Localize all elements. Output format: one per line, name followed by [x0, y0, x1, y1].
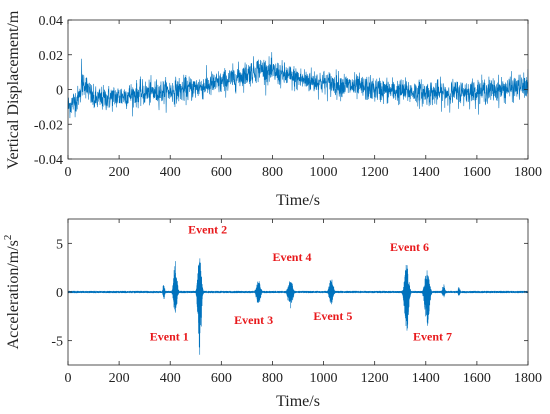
- displacement-x-tick-label: 800: [262, 165, 283, 180]
- acceleration-x-tick-label: 800: [262, 371, 283, 386]
- acceleration-y-tick-label: 5: [56, 237, 63, 252]
- displacement-y-ticks: -0.04 -0.02 0 0.02 0.04: [34, 14, 528, 168]
- displacement-y-tick-label: -0.02: [34, 118, 63, 133]
- displacement-x-tick-label: 400: [160, 165, 181, 180]
- acceleration-panel: 0 200 400 600 800 1000 1200 1400 1600 1800 -5 0 5 E…: [2, 218, 542, 410]
- acceleration-y-tick-label: 0: [56, 286, 63, 301]
- displacement-line: [67, 52, 529, 119]
- displacement-y-axis-label: Vertical Displacement/m: [5, 10, 22, 169]
- displacement-x-tick-label: 1600: [463, 165, 491, 180]
- acceleration-x-tick-label: 600: [211, 371, 232, 386]
- displacement-x-tick-label: 1400: [412, 165, 440, 180]
- acceleration-y-ticks: -5 0 5: [51, 237, 528, 350]
- acceleration-line: [67, 258, 529, 355]
- event-label-4: Event 4: [272, 250, 311, 264]
- displacement-x-tick-label: 1200: [361, 165, 389, 180]
- displacement-y-tick-label: 0.04: [39, 14, 64, 29]
- event-label-1: Event 1: [150, 330, 189, 344]
- acceleration-x-tick-label: 1400: [412, 371, 440, 386]
- event-annotations: Event 1 Event 2 Event 3 Event 4 Event 5 Event…: [150, 223, 452, 344]
- displacement-y-tick-label: 0: [56, 84, 63, 99]
- event-label-7: Event 7: [413, 330, 452, 344]
- event-label-6: Event 6: [390, 240, 429, 254]
- acceleration-x-tick-label: 0: [65, 371, 72, 386]
- acceleration-x-ticks: 0 200 400 600 800 1000 1200 1400 1600 1800: [65, 219, 542, 386]
- displacement-x-ticks: 0 200 400 600 800 1000 1200 1400 1600 1800: [65, 20, 542, 180]
- event-label-3: Event 3: [234, 313, 273, 327]
- acceleration-y-tick-label: -5: [51, 335, 63, 350]
- event-label-5: Event 5: [313, 309, 352, 323]
- acceleration-x-tick-label: 1200: [361, 371, 389, 386]
- acceleration-y-axis-label-superscript: 2: [2, 235, 14, 241]
- acceleration-x-axis-label: Time/s: [276, 393, 320, 410]
- displacement-x-tick-label: 0: [65, 165, 72, 180]
- acceleration-y-axis-label-base: Acceleration/m/s: [5, 240, 22, 349]
- acceleration-x-tick-label: 400: [160, 371, 181, 386]
- displacement-x-tick-label: 1800: [514, 165, 542, 180]
- displacement-x-tick-label: 200: [109, 165, 130, 180]
- acceleration-series: [67, 258, 529, 355]
- displacement-x-axis-label: Time/s: [276, 192, 320, 209]
- acceleration-x-tick-label: 1000: [310, 371, 338, 386]
- displacement-x-tick-label: 600: [211, 165, 232, 180]
- acceleration-x-tick-label: 200: [109, 371, 130, 386]
- displacement-series: [67, 52, 529, 119]
- displacement-panel: 0 200 400 600 800 1000 1200 1400 1600 1800 -0.04-…: [5, 10, 542, 209]
- displacement-y-tick-label: 0.02: [39, 49, 64, 64]
- event-label-2: Event 2: [188, 223, 227, 237]
- displacement-y-tick-label: -0.04: [34, 153, 63, 168]
- acceleration-x-tick-label: 1800: [514, 371, 542, 386]
- acceleration-x-tick-label: 1600: [463, 371, 491, 386]
- displacement-x-tick-label: 1000: [310, 165, 338, 180]
- acceleration-y-axis-label: Acceleration/m/s2: [2, 235, 22, 350]
